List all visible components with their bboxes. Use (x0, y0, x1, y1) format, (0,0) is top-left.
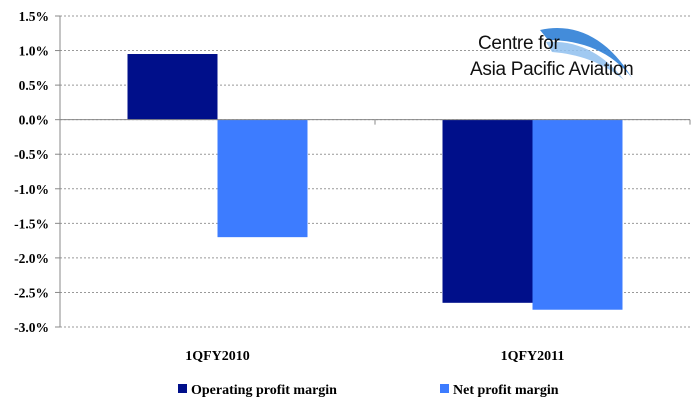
legend-swatch (440, 384, 449, 393)
bar-operating-profit-margin-1qfy2010 (127, 54, 218, 120)
y-tick-label: -2.5% (14, 285, 49, 300)
legend: Operating profit margin Net profit margin (178, 383, 559, 398)
logo-swoosh-graphic-light (546, 41, 624, 80)
logo-swoosh-graphic (540, 28, 632, 78)
logo: Centre for Asia Pacific Aviation (470, 28, 634, 80)
y-tick-label: -1.0% (14, 182, 49, 197)
bar-operating-profit-margin-1qfy2011 (442, 119, 533, 303)
legend-swatch (178, 384, 187, 393)
legend-label: Operating profit margin (191, 383, 337, 398)
bar-net-profit-margin-1qfy2011 (532, 119, 623, 310)
y-tick-label: -0.5% (14, 147, 49, 162)
y-tick-label: -1.5% (14, 216, 49, 231)
y-tick-label: 0.0% (19, 113, 49, 128)
y-tick-label: 0.5% (19, 78, 49, 93)
logo-line-1: Centre for (478, 33, 560, 54)
legend-label: Net profit margin (453, 383, 559, 398)
x-category-label: 1QFY2010 (185, 349, 250, 364)
y-tick-label: -2.0% (14, 251, 49, 266)
y-axis-ticks: 1.5% 1.0% 0.5% 0.0% -0.5% -1.0% -1.5% -2.0% -2.5… (14, 9, 691, 335)
x-axis-categories: 1QFY2010 1QFY2011 (185, 349, 564, 364)
y-tick-label: 1.5% (19, 9, 49, 24)
y-tick-label: 1.0% (19, 44, 49, 59)
bars (127, 54, 623, 310)
bar-net-profit-margin-1qfy2010 (217, 119, 308, 238)
x-category-label: 1QFY2011 (501, 349, 565, 364)
y-tick-label: -3.0% (14, 320, 49, 335)
logo-line-2: Asia Pacific Aviation (470, 59, 633, 80)
